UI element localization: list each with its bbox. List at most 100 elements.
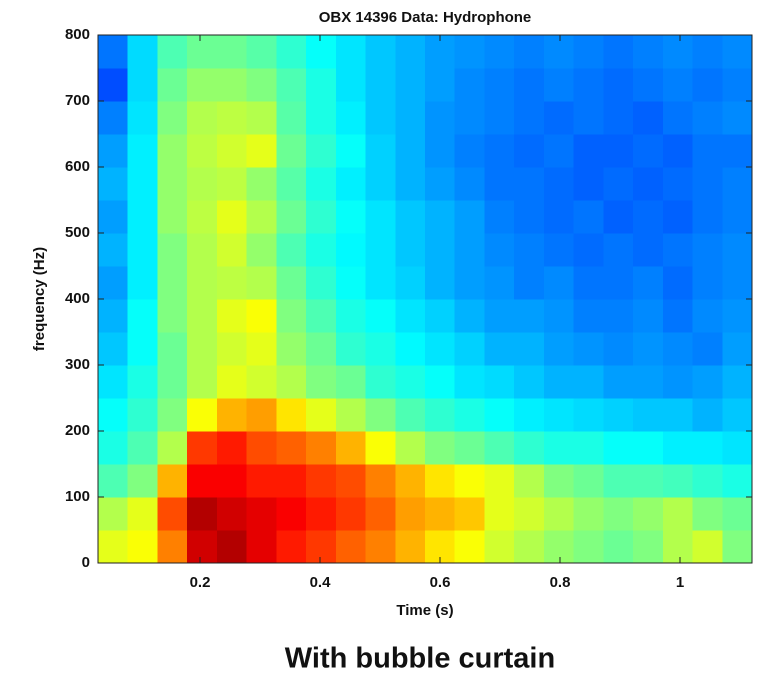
heatmap-cell — [276, 365, 307, 399]
heatmap-cell — [157, 464, 188, 498]
heatmap-cell — [425, 200, 456, 234]
heatmap-cell — [662, 101, 694, 135]
heatmap-cell — [662, 464, 694, 498]
heatmap-cell — [335, 464, 367, 498]
heatmap-cell — [395, 266, 426, 300]
heatmap-cell — [484, 332, 515, 366]
heatmap-cell — [276, 398, 307, 432]
heatmap-cell — [157, 101, 188, 135]
heatmap-cell — [484, 167, 515, 201]
heatmap-cell — [216, 167, 248, 201]
heatmap-cell — [454, 398, 486, 432]
heatmap-cell — [692, 200, 723, 234]
heatmap-cell — [573, 332, 604, 366]
heatmap-cell — [246, 266, 277, 300]
heatmap-cell — [306, 299, 337, 333]
heatmap-cell — [573, 266, 604, 300]
heatmap-cell — [187, 530, 218, 564]
heatmap-cell — [454, 35, 486, 69]
y-tick-label: 200 — [65, 422, 90, 439]
heatmap-cell — [543, 200, 575, 234]
heatmap-cell — [306, 101, 337, 135]
heatmap-cell — [246, 530, 277, 564]
heatmap-cell — [454, 365, 486, 399]
heatmap-cell — [216, 530, 248, 564]
heatmap-cell — [187, 134, 218, 168]
heatmap-cell — [127, 233, 159, 267]
heatmap-cell — [573, 101, 604, 135]
heatmap-cell — [543, 35, 575, 69]
heatmap-cell — [246, 299, 277, 333]
heatmap-cell — [484, 365, 515, 399]
heatmap-cell — [633, 332, 664, 366]
heatmap-cell — [514, 134, 545, 168]
heatmap-cell — [633, 200, 664, 234]
heatmap-cell — [335, 530, 367, 564]
heatmap-cell — [335, 332, 367, 366]
heatmap-cell — [484, 431, 515, 465]
heatmap-cell — [216, 35, 248, 69]
heatmap-cell — [306, 266, 337, 300]
heatmap-cell — [395, 101, 426, 135]
heatmap-cell — [187, 101, 218, 135]
heatmap-cell — [157, 266, 188, 300]
heatmap-cell — [276, 299, 307, 333]
heatmap-cell — [633, 101, 664, 135]
heatmap-cell — [365, 35, 396, 69]
heatmap-cell — [573, 431, 604, 465]
heatmap-cell — [246, 497, 277, 531]
heatmap-cell — [216, 464, 248, 498]
heatmap-cell — [98, 167, 129, 201]
heatmap-cell — [365, 464, 396, 498]
heatmap-cell — [157, 233, 188, 267]
heatmap-cell — [692, 365, 723, 399]
heatmap-cell — [662, 398, 694, 432]
heatmap-cell — [157, 365, 188, 399]
heatmap-cell — [484, 200, 515, 234]
heatmap-cell — [127, 365, 159, 399]
heatmap-cell — [365, 431, 396, 465]
heatmap-cell — [365, 332, 396, 366]
heatmap-cell — [425, 68, 456, 102]
heatmap-cell — [187, 68, 218, 102]
heatmap-cell — [454, 530, 486, 564]
y-tick-label: 100 — [65, 488, 90, 505]
heatmap-cell — [335, 233, 367, 267]
heatmap-cell — [633, 299, 664, 333]
heatmap-cell — [484, 464, 515, 498]
heatmap-cell — [484, 497, 515, 531]
heatmap-cell — [573, 233, 604, 267]
heatmap-cell — [633, 464, 664, 498]
heatmap-cell — [98, 200, 129, 234]
heatmap-cell — [306, 167, 337, 201]
heatmap-cell — [276, 332, 307, 366]
heatmap-cell — [603, 431, 634, 465]
heatmap-cell — [603, 266, 634, 300]
heatmap-cell — [573, 35, 604, 69]
heatmap-cell — [157, 530, 188, 564]
heatmap-cell — [662, 134, 694, 168]
heatmap-cell — [722, 68, 753, 102]
heatmap-cell — [395, 35, 426, 69]
heatmap-cell — [603, 167, 634, 201]
heatmap-cell — [365, 365, 396, 399]
heatmap-cell — [335, 167, 367, 201]
heatmap-cell — [692, 233, 723, 267]
heatmap-cell — [603, 398, 634, 432]
y-tick-label: 300 — [65, 356, 90, 373]
heatmap-cell — [692, 497, 723, 531]
heatmap-cell — [306, 497, 337, 531]
heatmap-cell — [514, 299, 545, 333]
heatmap-cell — [722, 398, 753, 432]
heatmap-cell — [306, 365, 337, 399]
heatmap-cell — [187, 35, 218, 69]
heatmap-cell — [484, 68, 515, 102]
heatmap-cell — [127, 398, 159, 432]
heatmap-cell — [514, 431, 545, 465]
heatmap-cell — [425, 233, 456, 267]
heatmap-cell — [157, 431, 188, 465]
heatmap-cell — [395, 134, 426, 168]
heatmap-cell — [276, 101, 307, 135]
heatmap-cell — [633, 233, 664, 267]
